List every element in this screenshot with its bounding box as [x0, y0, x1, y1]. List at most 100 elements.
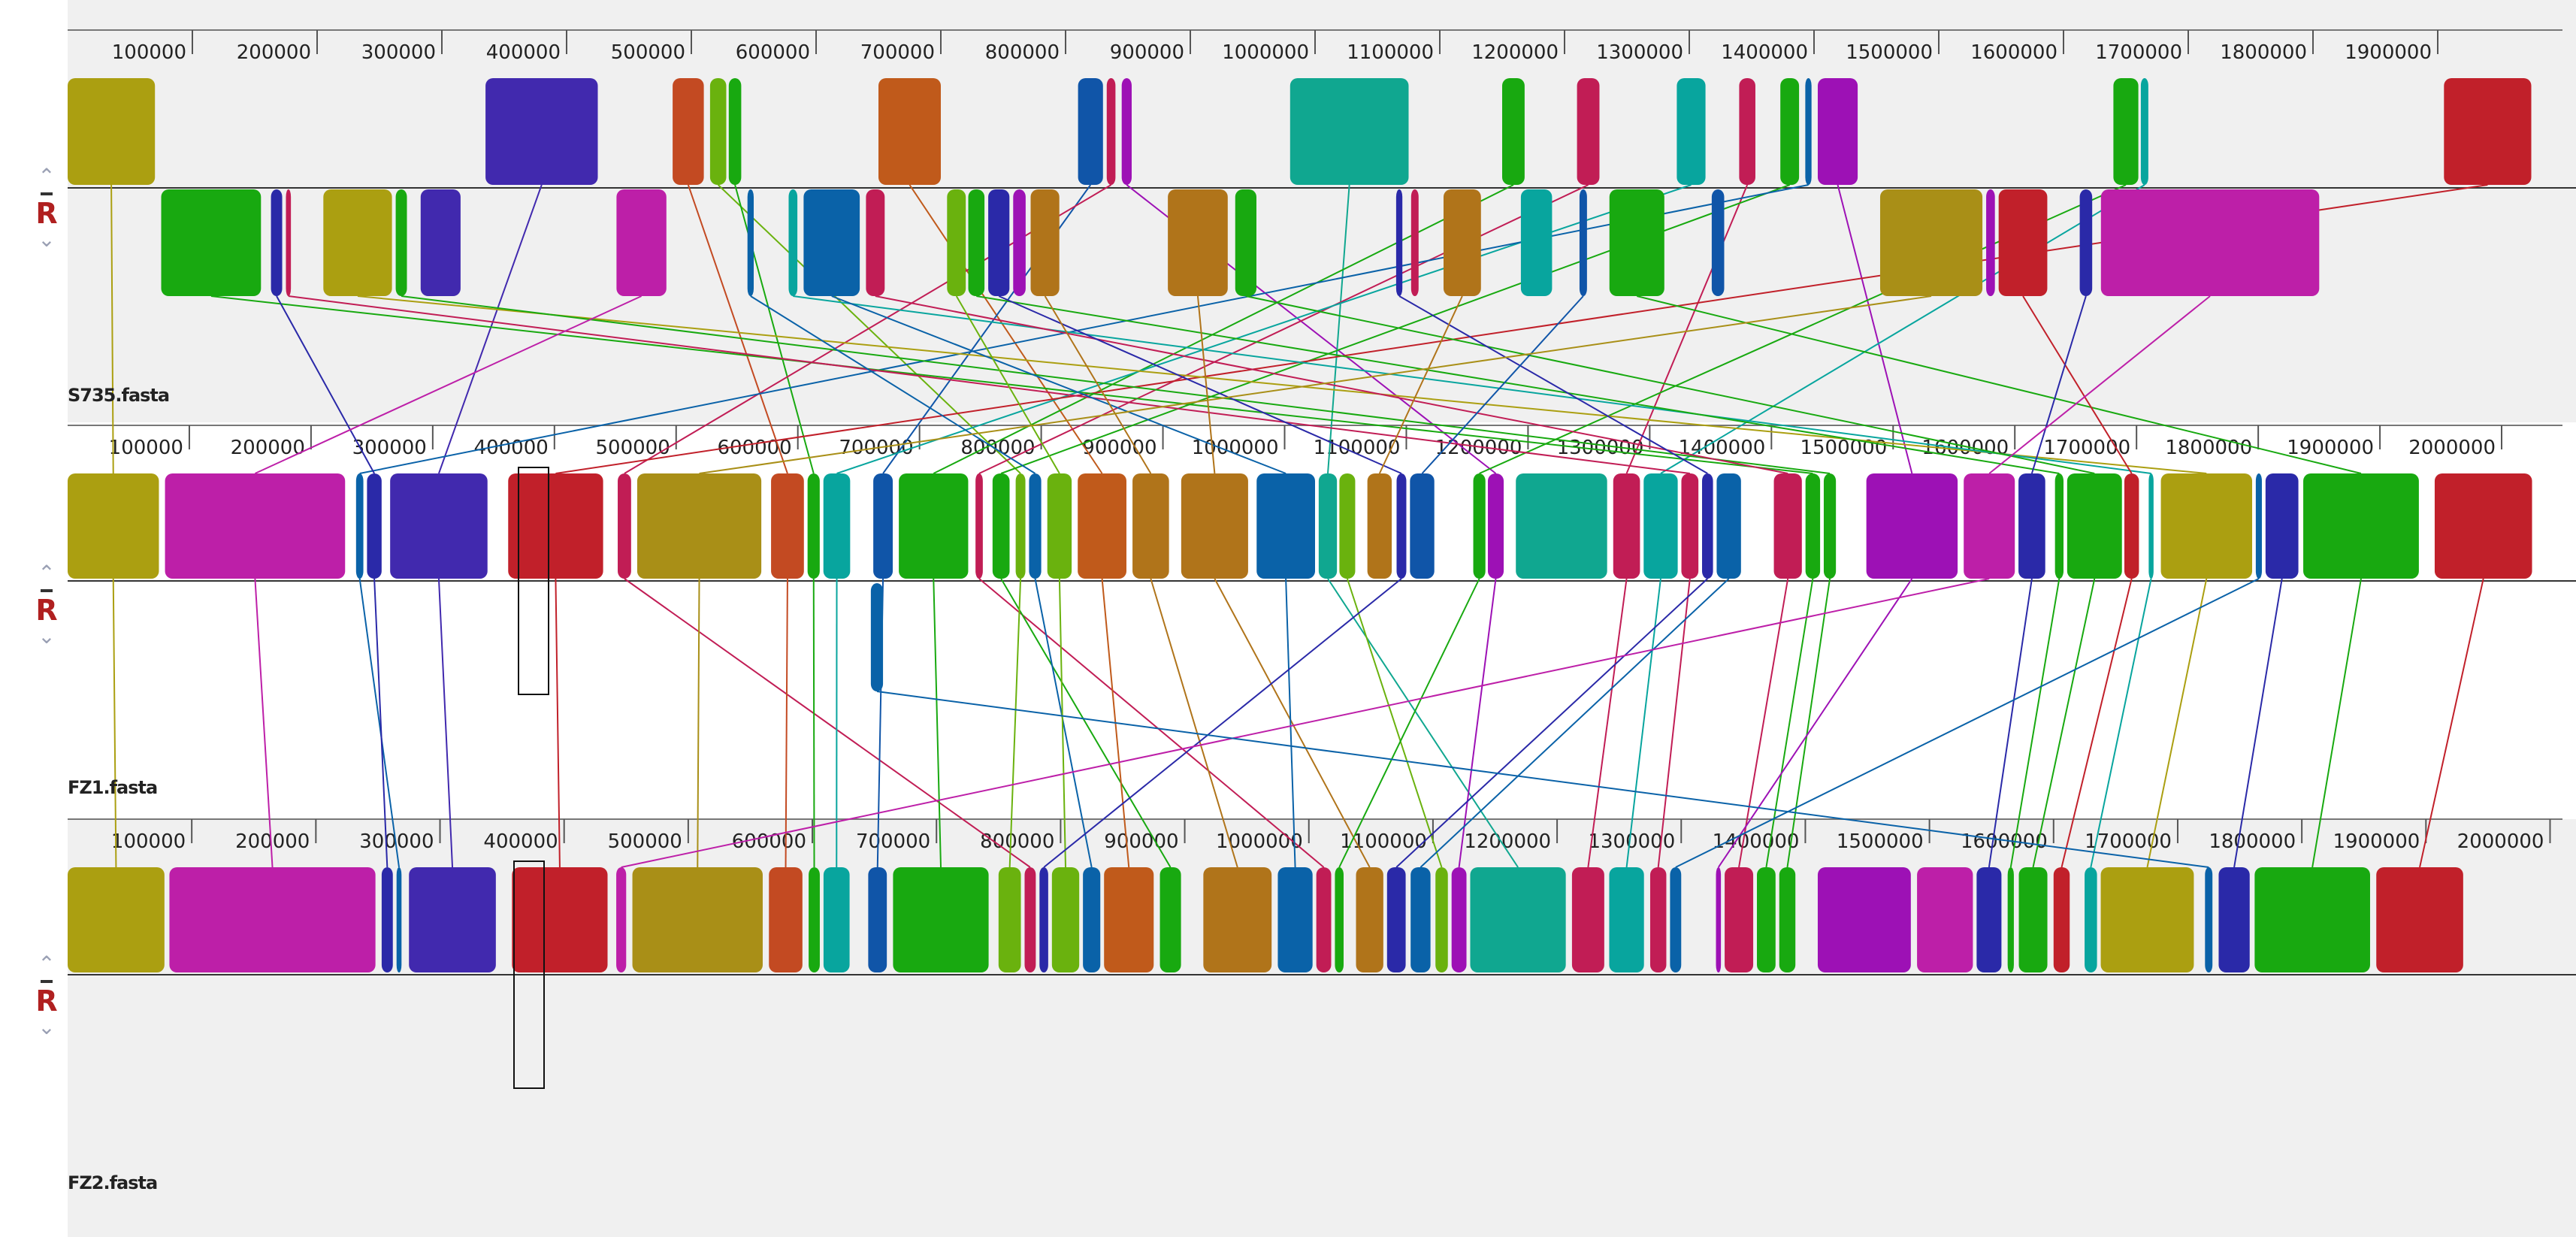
lcb-block-reverse[interactable]	[395, 189, 407, 296]
lcb-block-reverse[interactable]	[1030, 189, 1060, 296]
lcb-block-forward[interactable]	[893, 867, 989, 972]
lcb-block-forward[interactable]	[998, 867, 1021, 972]
lcb-block-reverse[interactable]	[1609, 189, 1664, 296]
lcb-block-forward[interactable]	[1121, 78, 1132, 185]
lcb-block-forward[interactable]	[1451, 867, 1467, 972]
lcb-block-forward[interactable]	[508, 473, 603, 579]
lcb-block-reverse[interactable]	[1168, 189, 1228, 296]
lcb-block-reverse[interactable]	[788, 189, 798, 296]
lcb-block-forward[interactable]	[636, 473, 762, 579]
lcb-block-forward[interactable]	[367, 473, 382, 579]
lcb-block-forward[interactable]	[396, 867, 402, 972]
lcb-block-reverse[interactable]	[803, 189, 860, 296]
lcb-block-forward[interactable]	[1024, 867, 1036, 972]
lcb-block-forward[interactable]	[1039, 867, 1048, 972]
lcb-block-forward[interactable]	[409, 867, 496, 972]
lcb-block-forward[interactable]	[1823, 473, 1837, 579]
lcb-block-forward[interactable]	[1976, 867, 2002, 972]
lcb-block-reverse[interactable]	[1235, 189, 1256, 296]
reverse-button[interactable]: R	[35, 197, 58, 230]
lcb-block-forward[interactable]	[618, 473, 631, 579]
lcb-block-reverse[interactable]	[2079, 189, 2093, 296]
shift-up-icon[interactable]: ⌃	[38, 164, 56, 189]
lcb-block-forward[interactable]	[1649, 867, 1667, 972]
lcb-block-forward[interactable]	[169, 867, 376, 972]
lcb-block-forward[interactable]	[1670, 867, 1682, 972]
lcb-block-forward[interactable]	[1473, 473, 1486, 579]
lcb-block-forward[interactable]	[2067, 473, 2122, 579]
minus-icon[interactable]	[41, 589, 53, 592]
lcb-block-forward[interactable]	[1805, 473, 1821, 579]
lcb-block-forward[interactable]	[1716, 473, 1741, 579]
lcb-block-forward[interactable]	[1577, 78, 1600, 185]
lcb-block-forward[interactable]	[1047, 473, 1072, 579]
lcb-block-reverse[interactable]	[1013, 189, 1026, 296]
selection-cursor-box[interactable]	[518, 467, 549, 695]
lcb-block-forward[interactable]	[1470, 867, 1566, 972]
lcb-block-forward[interactable]	[632, 867, 763, 972]
lcb-block-reverse[interactable]	[323, 189, 392, 296]
lcb-block-forward[interactable]	[1739, 78, 1755, 185]
lcb-block-reverse[interactable]	[420, 189, 461, 296]
lcb-block-forward[interactable]	[1817, 78, 1858, 185]
lcb-block-forward[interactable]	[1516, 473, 1607, 579]
lcb-block-reverse[interactable]	[1998, 189, 2048, 296]
lcb-block-forward[interactable]	[68, 473, 159, 579]
lcb-block-forward[interactable]	[485, 78, 598, 185]
lcb-block-reverse[interactable]	[271, 189, 283, 296]
lcb-block-forward[interactable]	[616, 867, 627, 972]
lcb-block-forward[interactable]	[1487, 473, 1504, 579]
lcb-block-forward[interactable]	[2376, 867, 2463, 972]
lcb-block-forward[interactable]	[992, 473, 1010, 579]
lcb-block-forward[interactable]	[355, 473, 364, 579]
lcb-block-forward[interactable]	[381, 867, 393, 972]
lcb-block-forward[interactable]	[68, 867, 165, 972]
lcb-block-forward[interactable]	[2124, 473, 2139, 579]
lcb-block-forward[interactable]	[1716, 867, 1722, 972]
lcb-block-forward[interactable]	[1613, 473, 1640, 579]
lcb-block-forward[interactable]	[2018, 473, 2045, 579]
reverse-button[interactable]: R	[35, 984, 58, 1018]
lcb-block-forward[interactable]	[2434, 473, 2532, 579]
shift-down-icon[interactable]: ⌄	[38, 624, 56, 649]
lcb-block-forward[interactable]	[68, 78, 156, 185]
lcb-block-reverse[interactable]	[1520, 189, 1553, 296]
lcb-block-forward[interactable]	[1029, 473, 1042, 579]
lcb-block-forward[interactable]	[1917, 867, 1973, 972]
lcb-block-forward[interactable]	[390, 473, 488, 579]
lcb-block-reverse[interactable]	[968, 189, 985, 296]
lcb-block-forward[interactable]	[2254, 867, 2370, 972]
lcb-block-forward[interactable]	[1051, 867, 1080, 972]
lcb-block-forward[interactable]	[1318, 473, 1338, 579]
lcb-block-reverse[interactable]	[286, 189, 292, 296]
lcb-block-reverse[interactable]	[1395, 189, 1403, 296]
lcb-block-forward[interactable]	[1725, 867, 1754, 972]
lcb-block-reverse[interactable]	[1410, 189, 1419, 296]
lcb-block-forward[interactable]	[2007, 867, 2014, 972]
lcb-block-forward[interactable]	[1780, 78, 1800, 185]
lcb-block-forward[interactable]	[823, 867, 850, 972]
lcb-block-forward[interactable]	[2018, 867, 2048, 972]
lcb-block-forward[interactable]	[673, 78, 704, 185]
lcb-block-forward[interactable]	[899, 473, 969, 579]
lcb-block-forward[interactable]	[1609, 867, 1644, 972]
lcb-block-forward[interactable]	[165, 473, 346, 579]
lcb-block-reverse[interactable]	[747, 189, 754, 296]
lcb-block-forward[interactable]	[1335, 867, 1344, 972]
shift-down-icon[interactable]: ⌄	[38, 227, 56, 252]
lcb-block-forward[interactable]	[2255, 473, 2262, 579]
lcb-block-forward[interactable]	[873, 473, 893, 579]
lcb-block-forward[interactable]	[1643, 473, 1678, 579]
lcb-block-forward[interactable]	[2053, 867, 2070, 972]
lcb-block-forward[interactable]	[878, 78, 941, 185]
lcb-block-forward[interactable]	[1132, 473, 1169, 579]
lcb-block-reverse[interactable]	[870, 583, 884, 691]
lcb-block-forward[interactable]	[1410, 473, 1435, 579]
lcb-block-forward[interactable]	[1502, 78, 1525, 185]
lcb-block-forward[interactable]	[1817, 867, 1911, 972]
lcb-block-reverse[interactable]	[1986, 189, 1995, 296]
lcb-block-reverse[interactable]	[1579, 189, 1587, 296]
reverse-button[interactable]: R	[35, 594, 58, 627]
lcb-block-forward[interactable]	[769, 867, 803, 972]
lcb-block-forward[interactable]	[512, 867, 608, 972]
